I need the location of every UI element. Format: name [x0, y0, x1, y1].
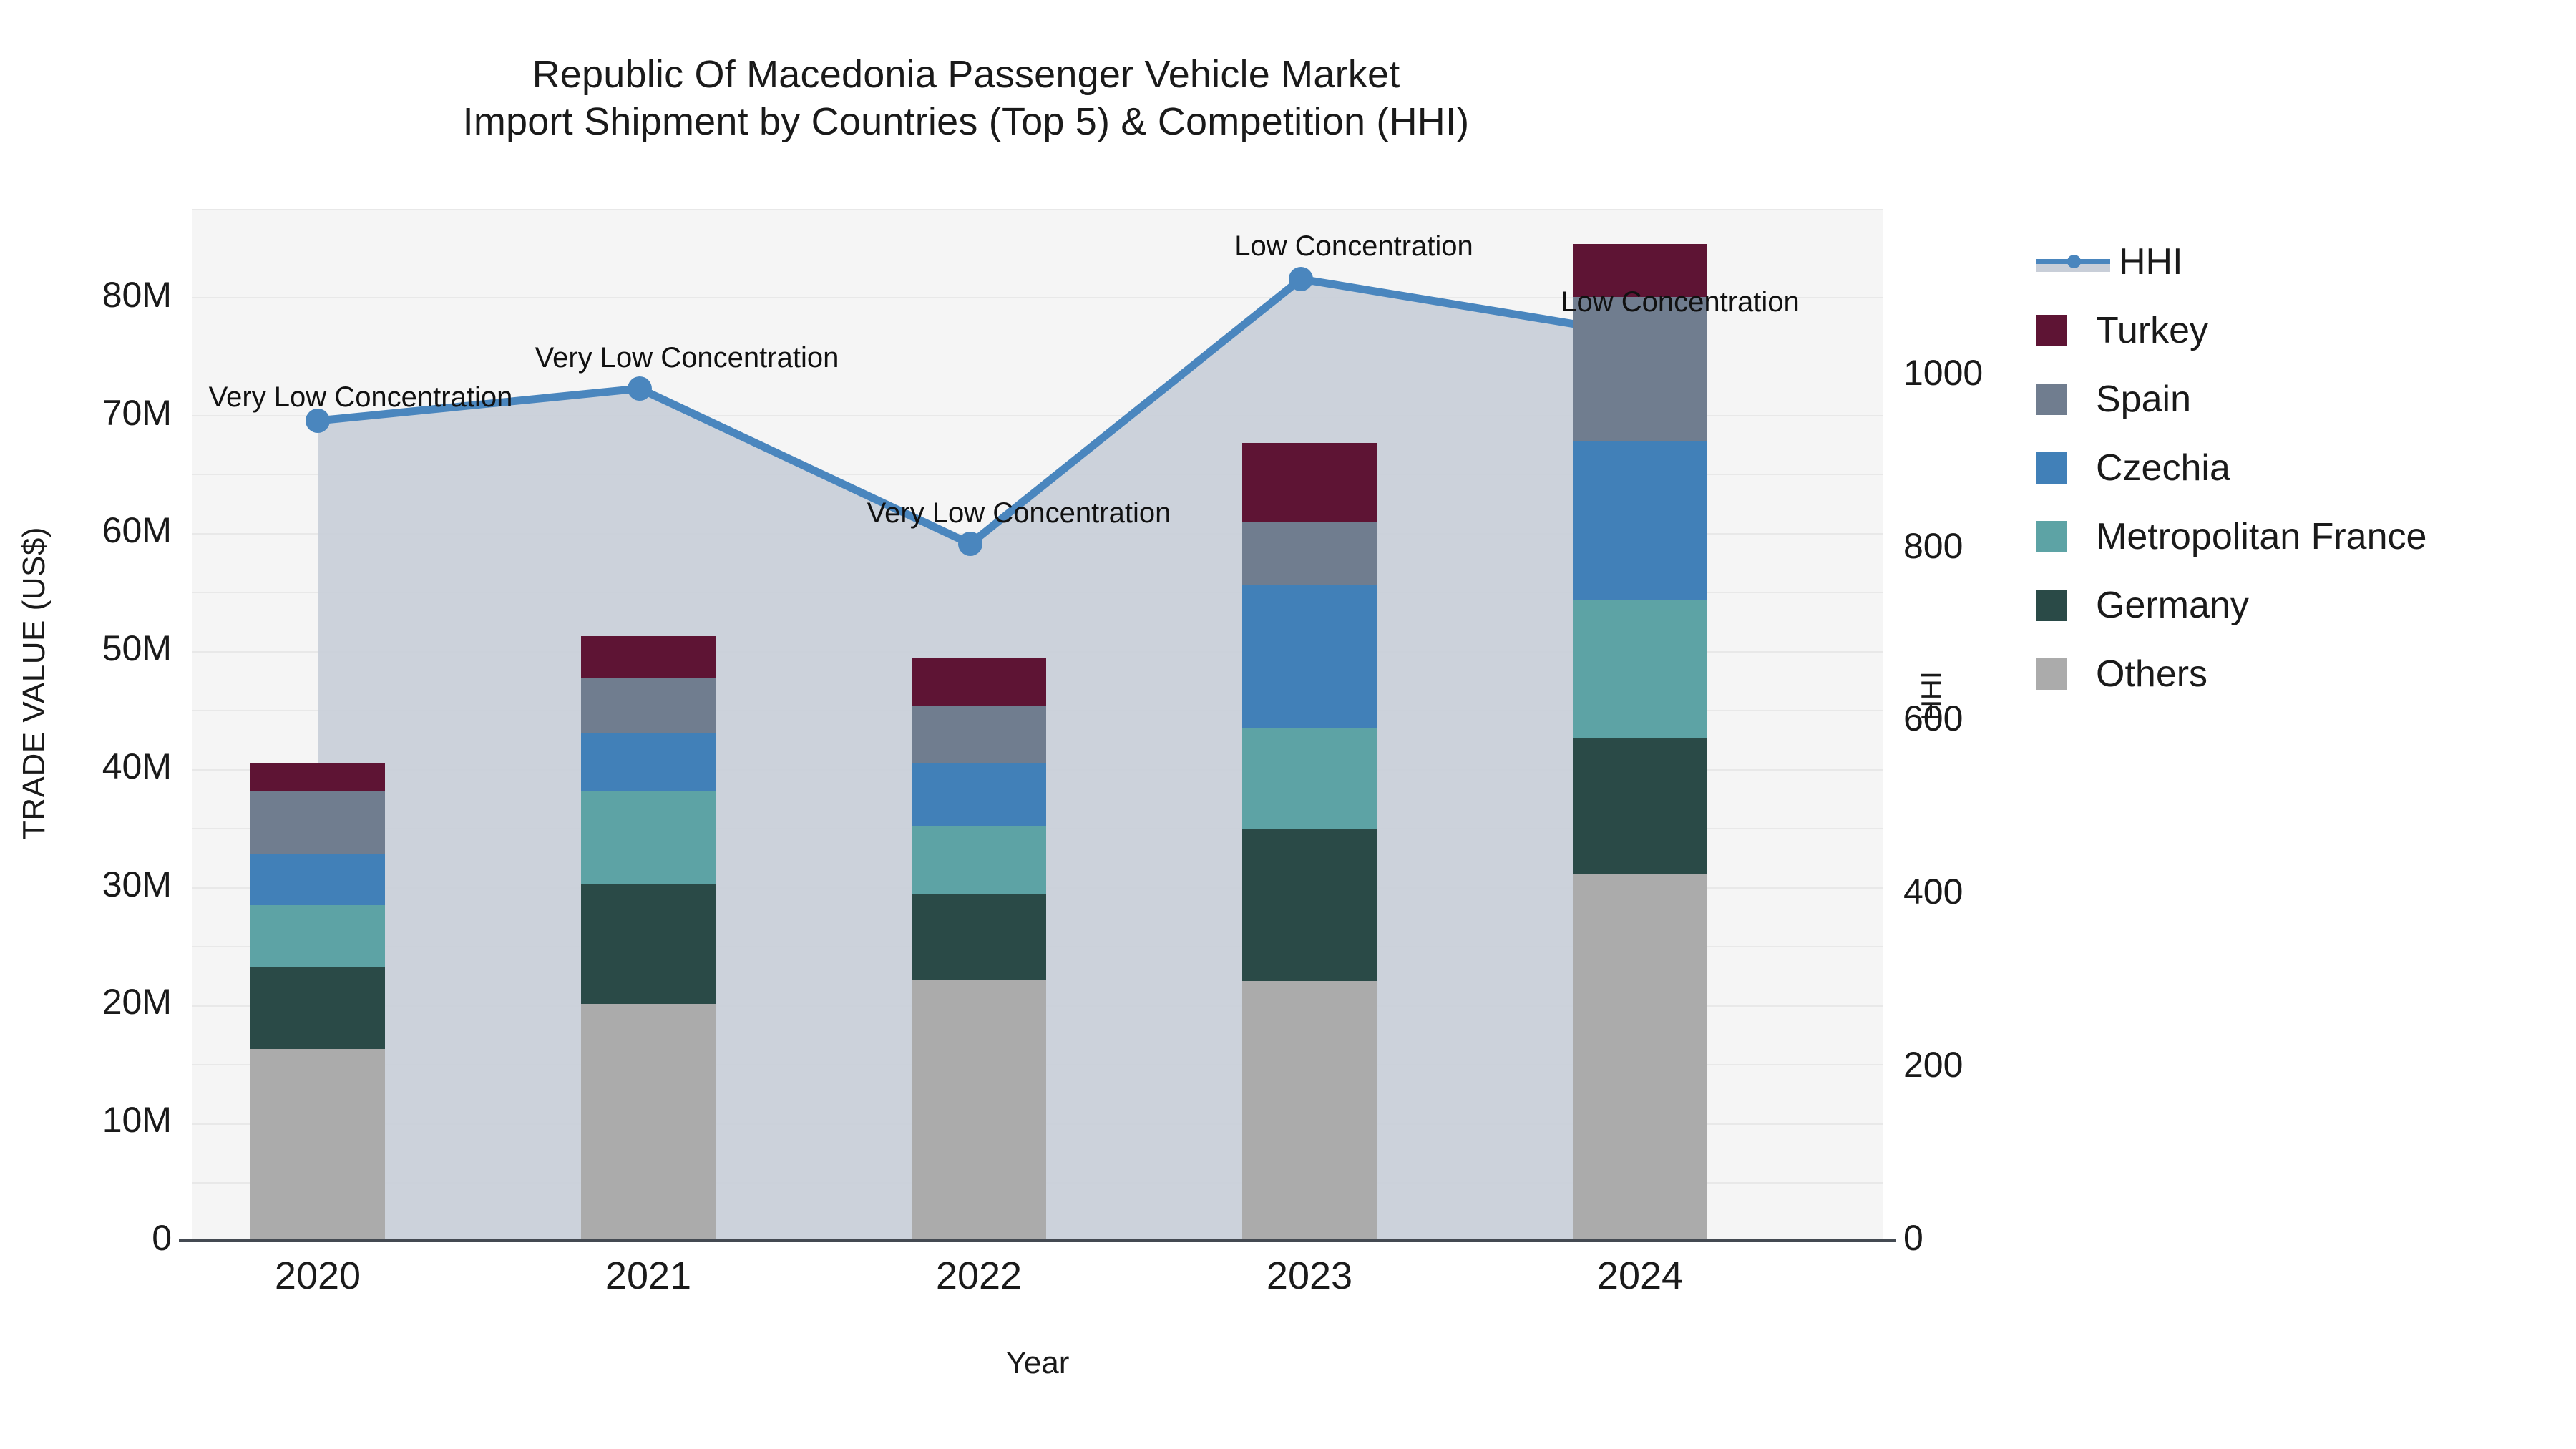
y-left-tick-20m: 20M: [102, 982, 172, 1022]
bar-2023-france: [1242, 728, 1377, 829]
y-right-tick-800: 800: [1903, 526, 1963, 566]
chart-title-line-1: Republic Of Macedonia Passenger Vehicle …: [532, 53, 1400, 96]
annotation-2020: Very Low Concentration: [208, 381, 513, 413]
y-right-tick-200: 200: [1903, 1045, 1963, 1085]
bar-2020-turkey: [250, 763, 385, 791]
y-left-tick-0: 0: [152, 1218, 172, 1258]
legend-label-czechia: Czechia: [2096, 447, 2230, 489]
bar-2020-france: [250, 905, 385, 967]
y-left-tick-50m: 50M: [102, 628, 172, 668]
swatch-icon-czechia: [2036, 452, 2067, 484]
annotation-2022: Very Low Concentration: [867, 497, 1171, 529]
swatch-icon-turkey: [2036, 315, 2067, 346]
legend-label-germany: Germany: [2096, 585, 2249, 626]
swatch-icon-metropolitan-france: [2036, 521, 2067, 552]
bar-2023-czechia: [1242, 585, 1377, 728]
bar-2022-spain: [912, 706, 1046, 763]
bar-2021-germany: [581, 884, 716, 1004]
y-left-tick-80m: 80M: [102, 275, 172, 315]
legend-label-spain: Spain: [2096, 379, 2191, 420]
bar-2022-france: [912, 826, 1046, 894]
legend-item-spain[interactable]: Spain: [2036, 365, 2565, 434]
bar-2020-others: [250, 1049, 385, 1240]
legend-item-metropolitan-france[interactable]: Metropolitan France: [2036, 502, 2565, 571]
bar-2021-czechia: [581, 733, 716, 791]
gridline: [192, 209, 1883, 210]
annotation-2021: Very Low Concentration: [535, 342, 839, 374]
bar-2021-france: [581, 791, 716, 884]
bar-2022-turkey: [912, 658, 1046, 706]
bar-2024-spain: [1573, 297, 1707, 441]
hhi-line-icon: [2036, 246, 2110, 278]
swatch-icon-spain: [2036, 384, 2067, 415]
bar-2021-spain: [581, 678, 716, 733]
y-left-tick-40m: 40M: [102, 746, 172, 786]
bar-2020-germany: [250, 967, 385, 1049]
x-tick-2020: 2020: [274, 1254, 361, 1297]
x-axis-line: [179, 1239, 1896, 1242]
y-left-tick-30m: 30M: [102, 864, 172, 904]
bar-2023-germany: [1242, 829, 1377, 981]
legend: HHI Turkey Spain Czechia Metropolitan Fr…: [2036, 228, 2565, 708]
legend-item-turkey[interactable]: Turkey: [2036, 296, 2565, 365]
bar-2022-germany: [912, 894, 1046, 980]
x-tick-2021: 2021: [605, 1254, 692, 1297]
bar-2022-others: [912, 980, 1046, 1240]
y-right-tick-400: 400: [1903, 872, 1963, 912]
bar-2022-czechia: [912, 763, 1046, 826]
annotation-2023: Low Concentration: [1234, 230, 1473, 262]
y-axis-left-label: TRADE VALUE (US$): [16, 527, 52, 840]
x-axis-label: Year: [1005, 1345, 1070, 1380]
bar-2021-others: [581, 1004, 716, 1240]
legend-item-hhi[interactable]: HHI: [2036, 228, 2565, 296]
bar-2024-turkey: [1573, 244, 1707, 297]
legend-label-metropolitan-france: Metropolitan France: [2096, 516, 2427, 557]
swatch-icon-germany: [2036, 590, 2067, 621]
y-right-tick-600: 600: [1903, 698, 1963, 738]
legend-item-czechia[interactable]: Czechia: [2036, 434, 2565, 502]
swatch-icon-others: [2036, 658, 2067, 690]
y-right-tick-0: 0: [1903, 1218, 1923, 1258]
legend-item-germany[interactable]: Germany: [2036, 571, 2565, 640]
bar-2024-france: [1573, 600, 1707, 738]
chart-title: Republic Of Macedonia Passenger Vehicle …: [0, 52, 1932, 146]
y-right-tick-1000: 1000: [1903, 353, 1984, 393]
x-tick-2022: 2022: [935, 1254, 1023, 1297]
y-left-tick-60m: 60M: [102, 510, 172, 550]
bar-2020-spain: [250, 791, 385, 854]
x-tick-2024: 2024: [1596, 1254, 1684, 1297]
chart-title-line-2: Import Shipment by Countries (Top 5) & C…: [462, 99, 1470, 143]
legend-item-others[interactable]: Others: [2036, 640, 2565, 708]
legend-label-turkey: Turkey: [2096, 310, 2208, 351]
annotation-2024: Low Concentration: [1561, 286, 1800, 318]
x-tick-2023: 2023: [1266, 1254, 1353, 1297]
bar-2023-turkey: [1242, 443, 1377, 522]
legend-label-hhi: HHI: [2119, 241, 2183, 283]
y-left-tick-70m: 70M: [102, 393, 172, 433]
bar-2024-germany: [1573, 738, 1707, 874]
bar-2023-spain: [1242, 522, 1377, 585]
bar-2020-czechia: [250, 854, 385, 905]
y-left-tick-10m: 10M: [102, 1100, 172, 1140]
bar-2024-czechia: [1573, 441, 1707, 600]
y-axis-right-label: HHI: [1916, 671, 1948, 721]
bar-2024-others: [1573, 874, 1707, 1240]
bar-2023-others: [1242, 981, 1377, 1240]
legend-label-others: Others: [2096, 653, 2208, 695]
bar-2021-turkey: [581, 636, 716, 678]
